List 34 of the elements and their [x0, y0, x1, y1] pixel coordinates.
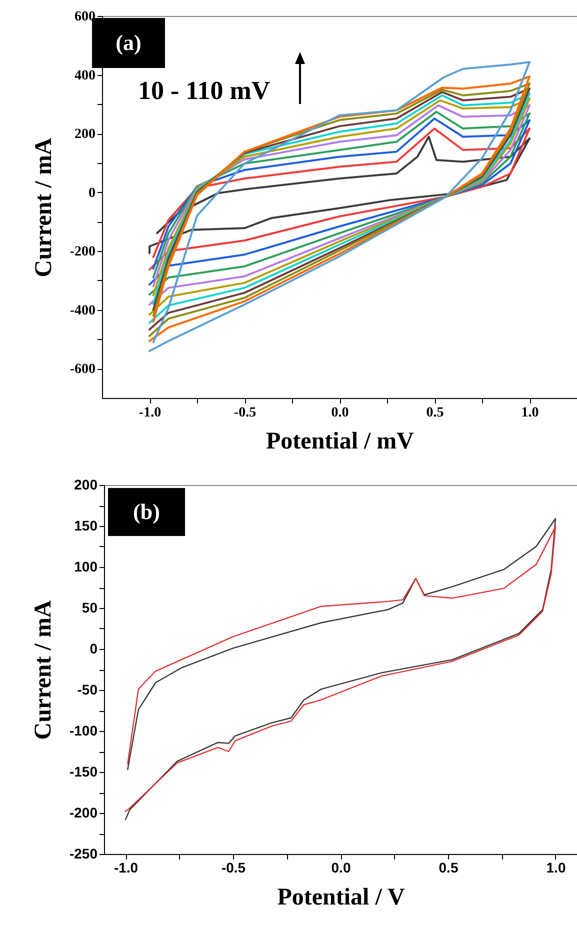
x-axis-title: Potential / mV — [266, 428, 415, 454]
x-tick-label: 0.5 — [438, 860, 458, 876]
y-tick-label: 400 — [74, 68, 96, 84]
annotation: 10 - 110 mV — [138, 76, 270, 106]
y-tick-label: -250 — [69, 846, 98, 862]
y-tick-label: -200 — [69, 804, 98, 820]
y-tick-label: 50 — [82, 600, 98, 616]
x-tick-label: 1.0 — [546, 860, 566, 876]
y-tick-label: -600 — [70, 362, 96, 378]
x-tick-label: 0.0 — [331, 406, 349, 420]
x-tick-label: -0.5 — [221, 860, 246, 876]
x-tick-label: 1.0 — [521, 406, 539, 420]
y-tick-label: 0 — [88, 186, 96, 201]
y-tick-label: 0 — [90, 640, 98, 656]
x-tick-label: 0.5 — [426, 406, 444, 420]
y-tick-label: -50 — [77, 682, 98, 698]
y-tick-label: 600 — [74, 10, 96, 24]
x-tick-label: -1.0 — [138, 406, 162, 420]
x-tick-label: -1.0 — [114, 860, 138, 876]
annotation: (a) — [116, 30, 142, 55]
y-tick-label: -200 — [70, 244, 96, 260]
x-tick-label: 0.0 — [331, 860, 351, 876]
y-axis-title: Current / mA — [30, 600, 56, 740]
y-tick-label: 200 — [74, 476, 98, 492]
x-axis-title: Potential / V — [277, 884, 406, 910]
y-axis-title: Current / mA — [30, 137, 57, 278]
y-tick-label: -100 — [69, 722, 98, 738]
y-tick-label: 100 — [74, 558, 98, 574]
x-tick-label: -0.5 — [234, 406, 256, 420]
y-tick-label: -150 — [69, 764, 98, 780]
annotation: (b) — [108, 488, 185, 536]
y-tick-label: 150 — [74, 518, 98, 534]
y-tick-label: 200 — [74, 127, 96, 142]
y-tick-label: -400 — [70, 303, 96, 318]
